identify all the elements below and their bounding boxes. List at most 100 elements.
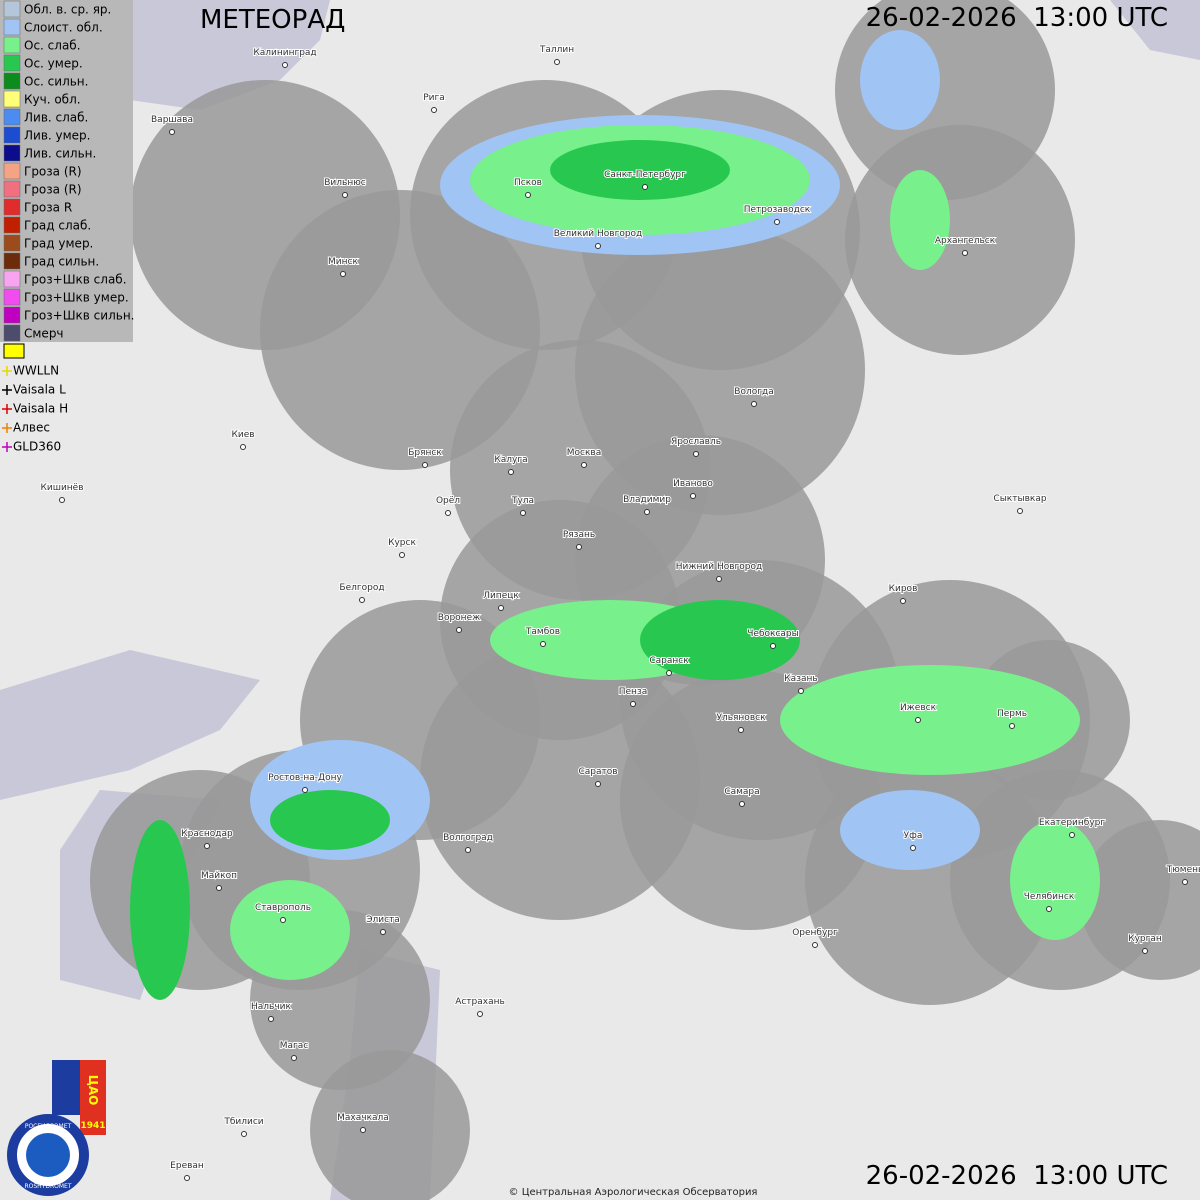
- city-dot: [798, 688, 804, 694]
- city-dot: [1046, 906, 1052, 912]
- legend-label: Лив. умер.: [24, 129, 91, 143]
- city-dot: [915, 717, 921, 723]
- legend-swatch: [3, 180, 21, 198]
- legend-label: Лив. слаб.: [24, 111, 88, 125]
- city-label: Магас: [280, 1041, 309, 1051]
- city-label: Варшава: [151, 115, 193, 125]
- legend-swatch: [3, 0, 21, 18]
- legend-label: Гроз+Шкв сильн.: [24, 309, 134, 323]
- city-dot: [291, 1055, 297, 1061]
- city-label: Вологда: [734, 387, 773, 397]
- legend-swatch: [3, 108, 21, 126]
- legend-label: Смерч: [24, 327, 64, 341]
- legend-label: Град слаб.: [24, 219, 91, 233]
- timestamp: 26-02-2026 13:00 UTC: [866, 1161, 1168, 1191]
- city-dot: [340, 271, 346, 277]
- city-label: Чебоксары: [747, 629, 798, 639]
- city-dot: [812, 942, 818, 948]
- city-dot: [498, 605, 504, 611]
- city-dot: [525, 192, 531, 198]
- city-dot: [508, 469, 514, 475]
- city-dot: [342, 192, 348, 198]
- legend-swatch: [3, 54, 21, 72]
- logo-org: ЦАО: [86, 1075, 100, 1106]
- city-label: Астрахань: [455, 997, 505, 1007]
- city-dot: [359, 597, 365, 603]
- city-dot: [477, 1011, 483, 1017]
- legend-label: Гроз+Шкв слаб.: [24, 273, 127, 287]
- city-label: Волгоград: [443, 833, 493, 843]
- city-dot: [540, 641, 546, 647]
- legend-swatch: [3, 126, 21, 144]
- city-label: Екатеринбург: [1039, 818, 1105, 828]
- city-label: Тюмень: [1166, 865, 1200, 875]
- legend-swatch: [3, 162, 21, 180]
- city-label: Тула: [511, 496, 534, 506]
- city-label: Липецк: [483, 591, 519, 601]
- city-dot: [690, 493, 696, 499]
- city-label: Владимир: [623, 495, 671, 505]
- city-label: Кишинёв: [40, 483, 83, 493]
- lightning-symbol: [2, 404, 12, 414]
- legend-label: Ос. слаб.: [24, 39, 81, 53]
- city-dot: [716, 576, 722, 582]
- city-dot: [380, 929, 386, 935]
- city-label: Псков: [514, 178, 542, 188]
- lightning-label: Vaisala L: [13, 383, 66, 397]
- city-dot: [240, 444, 246, 450]
- city-label: Ставрополь: [255, 903, 311, 913]
- city-label: Калуга: [494, 455, 527, 465]
- city-dot: [770, 643, 776, 649]
- legend-swatch: [3, 270, 21, 288]
- city-label: Белгород: [339, 583, 384, 593]
- legend-label: Ос. умер.: [24, 57, 83, 71]
- city-label: Ростов-на-Дону: [268, 773, 342, 783]
- city-label: Рязань: [563, 530, 595, 540]
- city-dot: [1009, 723, 1015, 729]
- legend-swatch: [3, 288, 21, 306]
- city-dot: [774, 219, 780, 225]
- legend-swatch: [3, 234, 21, 252]
- city-label: Тбилиси: [223, 1117, 263, 1127]
- city-label: Петрозаводск: [744, 205, 811, 215]
- legend-label: Град сильн.: [24, 255, 99, 269]
- city-label: Архангельск: [935, 236, 996, 246]
- city-label: Великий Новгород: [554, 229, 643, 239]
- title: МЕТЕОРАД: [200, 5, 345, 35]
- legend-swatch: [3, 18, 21, 36]
- city-label: Курган: [1128, 934, 1162, 944]
- city-dot: [59, 497, 65, 503]
- city-dot: [554, 59, 560, 65]
- legend-swatch: [3, 324, 21, 342]
- logo-flag: [52, 1060, 80, 1115]
- city-dot: [204, 843, 210, 849]
- lightning-label: WWLLN: [13, 364, 59, 378]
- city-dot: [1182, 879, 1188, 885]
- city-label: Челябинск: [1024, 892, 1075, 902]
- lightning-symbol: [2, 366, 12, 376]
- city-dot: [751, 401, 757, 407]
- city-label: Ульяновск: [716, 713, 766, 723]
- city-label: Воронеж: [438, 613, 480, 623]
- city-dot: [1142, 948, 1148, 954]
- legend-label: Гроз+Шкв умер.: [24, 291, 129, 305]
- city-dot: [595, 243, 601, 249]
- city-dot: [738, 727, 744, 733]
- city-dot: [302, 787, 308, 793]
- city-label: Киев: [231, 430, 254, 440]
- city-dot: [693, 451, 699, 457]
- lightning-symbol: [2, 442, 12, 452]
- legend-label: Обл. в. ср. яр.: [24, 3, 111, 17]
- legend-swatch: [3, 252, 21, 270]
- city-label: Ярославль: [671, 437, 721, 447]
- logo-ring-text: РОСГИДРОМЕТ: [25, 1123, 72, 1130]
- legend-label: Ос. сильн.: [24, 75, 88, 89]
- city-dot: [595, 781, 601, 787]
- city-label: Пенза: [619, 687, 648, 697]
- lightning-symbol: [2, 385, 12, 395]
- city-label: Брянск: [408, 448, 442, 458]
- city-label: Минск: [328, 257, 358, 267]
- city-dot: [666, 670, 672, 676]
- city-label: Казань: [784, 674, 817, 684]
